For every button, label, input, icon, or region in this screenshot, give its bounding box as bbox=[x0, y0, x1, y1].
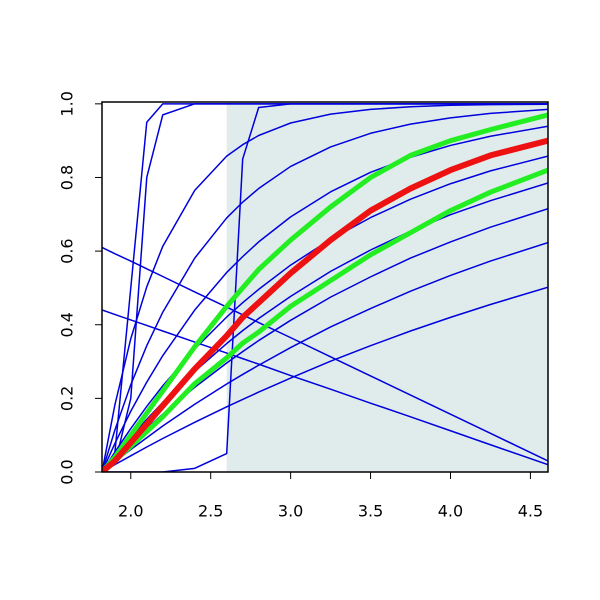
x-tick-label: 2.0 bbox=[118, 502, 143, 521]
curve bbox=[102, 103, 548, 472]
curve bbox=[102, 241, 548, 472]
y-tick-label: 1.0 bbox=[58, 91, 77, 116]
shaded-region bbox=[226, 102, 548, 472]
y-tick-label: 0.2 bbox=[58, 386, 77, 411]
curve bbox=[102, 155, 548, 472]
curve bbox=[102, 103, 548, 472]
curve bbox=[102, 108, 548, 472]
curve bbox=[102, 167, 548, 472]
x-tick-label: 4.0 bbox=[438, 502, 463, 521]
x-tick-label: 2.5 bbox=[198, 502, 223, 521]
curve bbox=[102, 137, 548, 472]
curve bbox=[102, 286, 548, 472]
curve bbox=[102, 309, 548, 466]
curve bbox=[102, 246, 548, 462]
x-tick-label: 3.5 bbox=[358, 502, 383, 521]
y-tick-label: 0.6 bbox=[58, 238, 77, 263]
curve bbox=[102, 125, 548, 472]
y-tick-label: 0.8 bbox=[58, 165, 77, 190]
x-tick-label: 3.0 bbox=[278, 502, 303, 521]
plot-frame bbox=[101, 101, 549, 473]
curve bbox=[102, 112, 548, 472]
y-tick-label: 0.0 bbox=[58, 459, 77, 484]
y-tick-label: 0.4 bbox=[58, 312, 77, 337]
x-tick-label: 4.5 bbox=[518, 502, 543, 521]
